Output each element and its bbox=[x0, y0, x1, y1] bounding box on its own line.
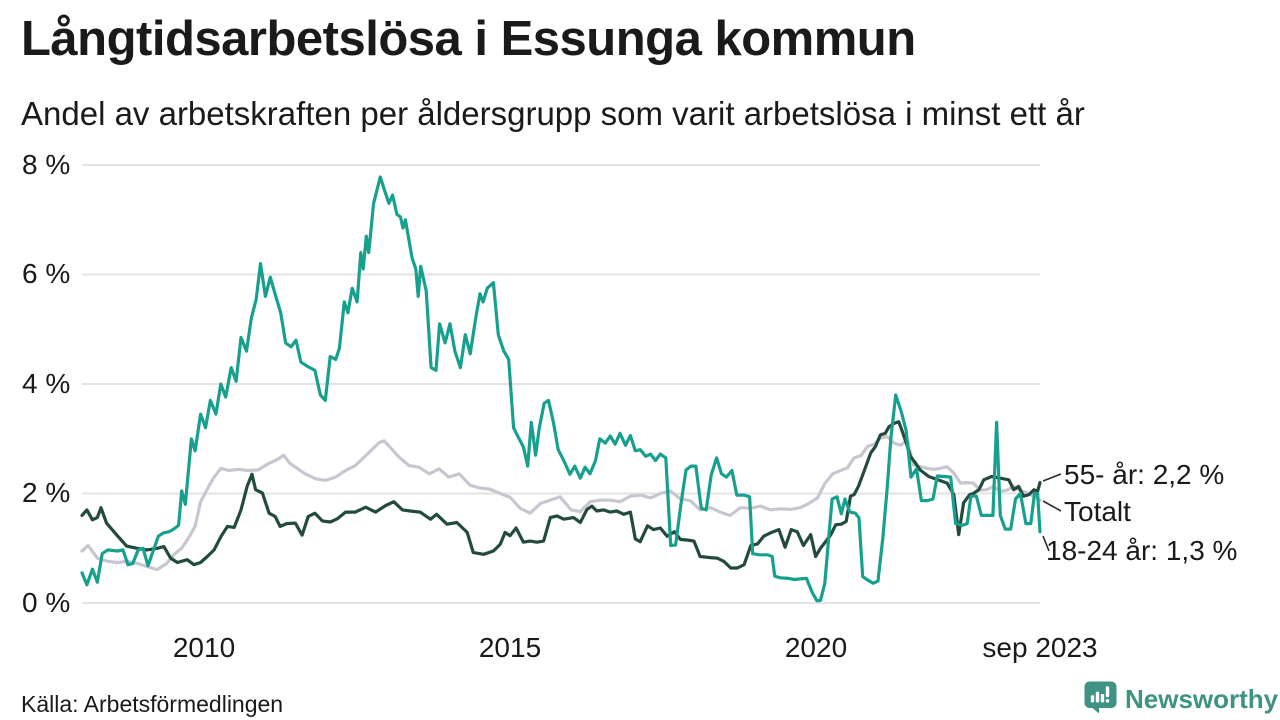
y-axis-tick-4: 4 % bbox=[22, 368, 71, 399]
series-end-label-18-24: 18-24 år: 1,3 % bbox=[1046, 535, 1238, 566]
y-axis-tick-8: 8 % bbox=[22, 149, 71, 180]
x-axis-tick-2015: 2015 bbox=[478, 632, 542, 663]
series-end-label-totalt: Totalt bbox=[1064, 496, 1131, 527]
series-line-totalt bbox=[80, 435, 1042, 572]
series-line-18-24-r bbox=[80, 175, 1042, 603]
y-axis-tick-6: 6 % bbox=[22, 258, 71, 289]
leader-line-1 bbox=[1042, 500, 1062, 512]
newsworthy-bubble-icon bbox=[1084, 681, 1117, 714]
x-axis-tick-2020: 2020 bbox=[784, 632, 848, 663]
x-axis-tick-2010: 2010 bbox=[172, 632, 236, 663]
series-end-label-55plus: 55- år: 2,2 % bbox=[1064, 459, 1225, 490]
y-axis-tick-0: 0 % bbox=[22, 587, 71, 618]
source-credit: Källa: Arbetsförmedlingen bbox=[21, 691, 284, 717]
y-axis-tick-2: 2 % bbox=[22, 477, 71, 508]
leader-line-0 bbox=[1042, 473, 1062, 482]
chart-subtitle: Andel av arbetskraften per åldersgrupp s… bbox=[21, 95, 1085, 132]
newsworthy-wordmark: Newsworthy bbox=[1125, 684, 1279, 714]
newsworthy-logo[interactable]: Newsworthy bbox=[1084, 681, 1278, 717]
series-line-55-r bbox=[80, 420, 1042, 570]
x-axis-tick-sep-2023: sep 2023 bbox=[982, 632, 1098, 663]
page-title: Långtidsarbetslösa i Essunga kommun bbox=[21, 12, 916, 66]
leader-line-2 bbox=[1042, 535, 1050, 552]
